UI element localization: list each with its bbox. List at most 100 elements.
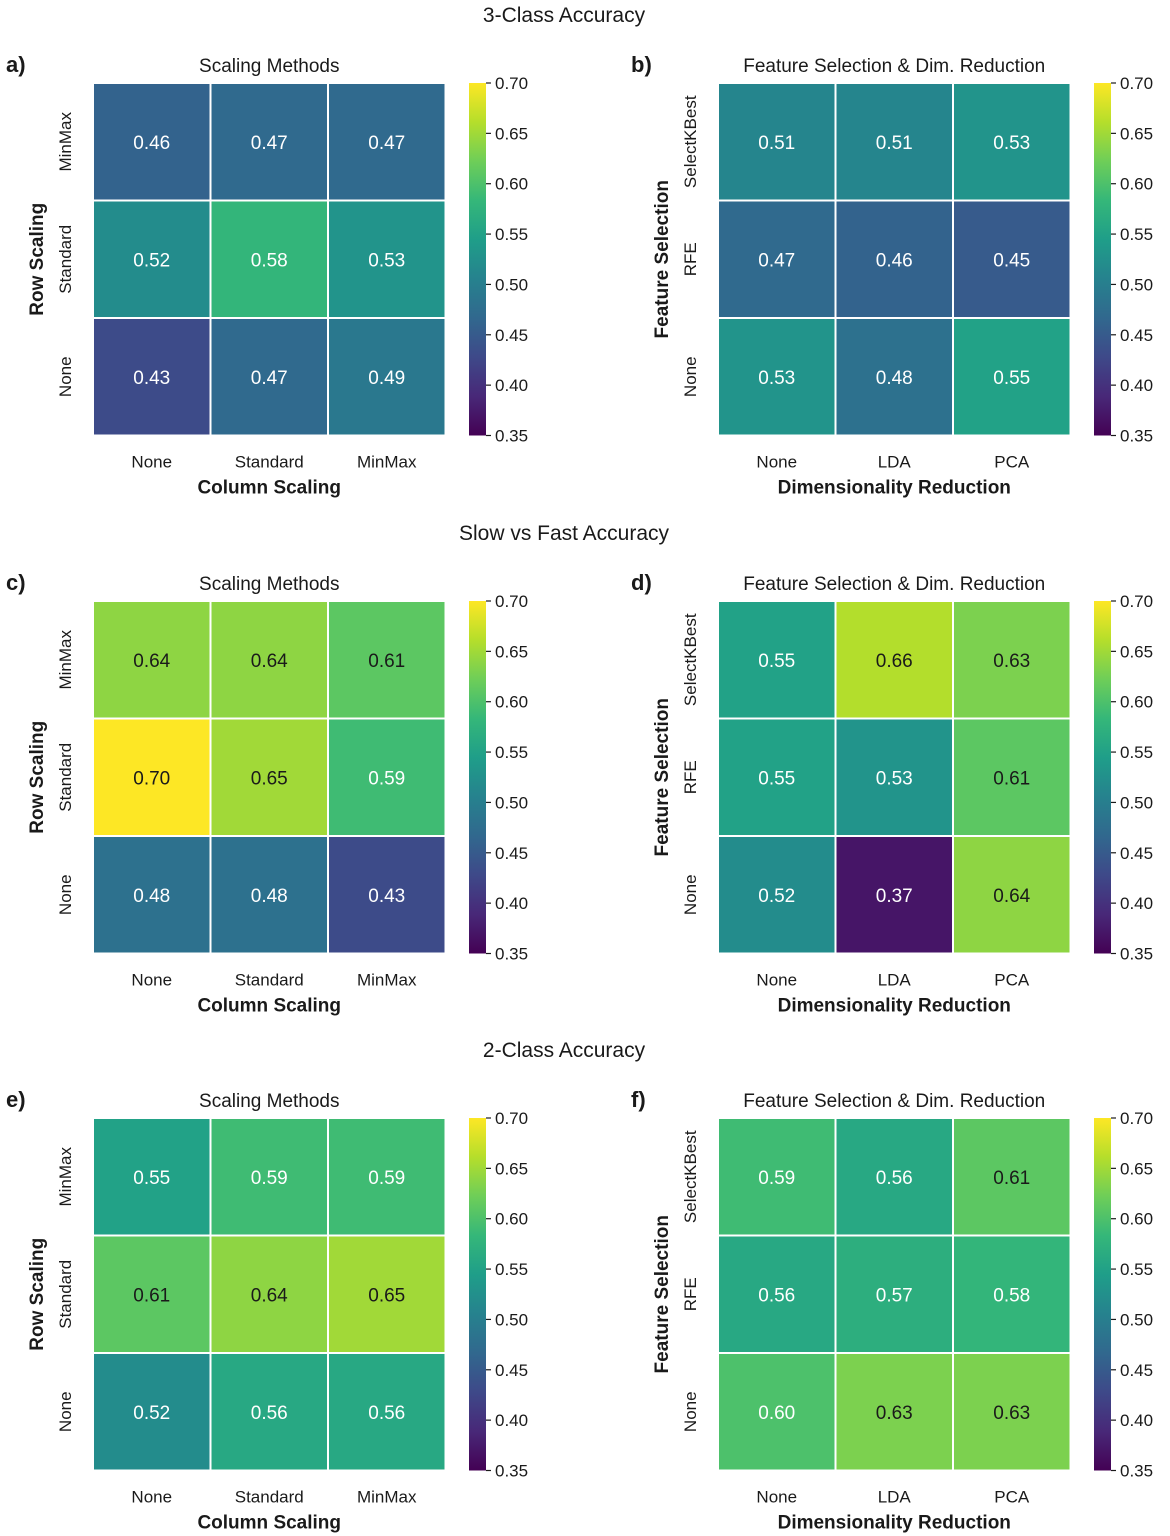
- colorbar-tick-label: 0.45: [495, 1361, 528, 1380]
- colorbar-tick-label: 0.35: [495, 1462, 528, 1481]
- y-axis-label: Row Scaling: [27, 1238, 48, 1351]
- heatmap-cell-r1-c0: [717, 1234, 837, 1354]
- cell-value-label: 0.47: [251, 368, 288, 389]
- cell-value-label: 0.63: [876, 1403, 913, 1424]
- heatmap-cell-r2-c0: [717, 317, 837, 437]
- y-tick-label: None: [681, 1391, 700, 1432]
- y-tick-label: RFE: [681, 1277, 700, 1311]
- cell-value-label: 0.61: [993, 768, 1030, 789]
- colorbar-tick-label: 0.40: [1120, 1411, 1153, 1430]
- heatmap-cell-r1-c2: [327, 199, 447, 319]
- heatmap-cell-r0-c1: [209, 600, 329, 720]
- y-tick-label: Standard: [56, 225, 75, 294]
- x-tick-label: PCA: [994, 971, 1030, 990]
- cell-value-label: 0.60: [758, 1403, 795, 1424]
- x-tick-label: LDA: [878, 1488, 912, 1507]
- colorbar-tick-label: 0.70: [1120, 74, 1153, 93]
- heatmap-cell-r0-c2: [327, 600, 447, 720]
- y-tick-label: SelectKBest: [681, 95, 700, 188]
- colorbar-tick-label: 0.55: [495, 225, 528, 244]
- heatmap-cell-r2-c1: [209, 1352, 329, 1472]
- cell-value-label: 0.59: [368, 768, 405, 789]
- heatmap-cell-r0-c1: [834, 1117, 954, 1237]
- colorbar-tick-label: 0.55: [495, 1260, 528, 1279]
- colorbar-tick-label: 0.35: [1120, 1462, 1153, 1481]
- heatmap-cell-r1-c0: [92, 717, 212, 837]
- colorbar-tick-label: 0.35: [495, 945, 528, 964]
- cell-value-label: 0.46: [876, 250, 913, 271]
- colorbar-tick-label: 0.35: [1120, 427, 1153, 446]
- x-tick-label: None: [756, 1488, 797, 1507]
- x-axis-label: Dimensionality Reduction: [778, 1513, 1011, 1534]
- heatmap-cell-r1-c2: [952, 199, 1072, 319]
- heatmap-cell-r1-c2: [327, 1234, 447, 1354]
- heatmap-cell-r1-c1: [209, 717, 329, 837]
- x-tick-label: Standard: [235, 453, 304, 472]
- cell-value-label: 0.53: [368, 250, 405, 271]
- x-axis-label: Column Scaling: [197, 1513, 341, 1534]
- y-tick-label: None: [681, 874, 700, 915]
- colorbar-tick-label: 0.65: [1120, 642, 1153, 661]
- colorbar-tick-label: 0.70: [1120, 1109, 1153, 1128]
- y-axis-label: Row Scaling: [27, 721, 48, 834]
- x-axis-label: Dimensionality Reduction: [778, 996, 1011, 1017]
- colorbar-tick-label: 0.55: [1120, 743, 1153, 762]
- cell-value-label: 0.48: [133, 886, 170, 907]
- heatmap-cell-r2-c2: [952, 1352, 1072, 1472]
- cell-value-label: 0.53: [758, 368, 795, 389]
- cell-value-label: 0.49: [368, 368, 405, 389]
- heatmap-cell-r2-c1: [834, 835, 954, 955]
- colorbar: [469, 1118, 486, 1471]
- panel-c: c) Scaling Methods 0.64 0.64 0.61 0.70 0.65 0.5…: [6, 570, 528, 1017]
- cell-value-label: 0.56: [368, 1403, 405, 1424]
- cell-value-label: 0.58: [993, 1285, 1030, 1306]
- colorbar-tick-label: 0.60: [495, 1210, 528, 1229]
- cell-value-label: 0.55: [758, 651, 795, 672]
- colorbar-tick-label: 0.60: [1120, 1210, 1153, 1229]
- colorbar-tick-label: 0.40: [1120, 894, 1153, 913]
- colorbar-tick-label: 0.65: [495, 1159, 528, 1178]
- heatmap-cell-r0-c1: [834, 82, 954, 202]
- panel-f: f) Feature Selection & Dim. Reduction 0.59…: [631, 1087, 1153, 1534]
- cell-value-label: 0.59: [758, 1168, 795, 1189]
- heatmap-cell-r1-c2: [952, 1234, 1072, 1354]
- cell-value-label: 0.45: [993, 250, 1030, 271]
- cell-value-label: 0.55: [993, 368, 1030, 389]
- cell-value-label: 0.43: [368, 886, 405, 907]
- cell-value-label: 0.64: [251, 1285, 288, 1306]
- x-tick-label: Standard: [235, 1488, 304, 1507]
- heatmap-cell-r2-c1: [834, 317, 954, 437]
- heatmap-title: Feature Selection & Dim. Reduction: [743, 1091, 1045, 1112]
- x-tick-label: LDA: [878, 971, 912, 990]
- heatmap-cell-r2-c1: [209, 835, 329, 955]
- cell-value-label: 0.64: [133, 651, 170, 672]
- section-title-slowfast: Slow vs Fast Accuracy: [459, 522, 670, 545]
- x-axis-label: Dimensionality Reduction: [778, 478, 1011, 499]
- cell-value-label: 0.46: [133, 133, 170, 154]
- colorbar-tick-label: 0.55: [1120, 225, 1153, 244]
- colorbar-tick-label: 0.60: [495, 693, 528, 712]
- colorbar-tick-label: 0.55: [1120, 1260, 1153, 1279]
- colorbar-tick-label: 0.65: [495, 124, 528, 143]
- heatmap-cell-r0-c2: [952, 600, 1072, 720]
- colorbar-tick-label: 0.65: [1120, 124, 1153, 143]
- colorbar-tick-label: 0.45: [495, 326, 528, 345]
- panel-b: b) Feature Selection & Dim. Reduction 0.51…: [631, 52, 1153, 499]
- x-tick-label: PCA: [994, 453, 1030, 472]
- cell-value-label: 0.53: [993, 133, 1030, 154]
- heatmap-cell-r2-c2: [327, 835, 447, 955]
- colorbar-tick-label: 0.65: [1120, 1159, 1153, 1178]
- cell-value-label: 0.55: [758, 768, 795, 789]
- y-tick-label: None: [56, 1391, 75, 1432]
- y-tick-label: Standard: [56, 1260, 75, 1329]
- colorbar-tick-label: 0.40: [1120, 376, 1153, 395]
- heatmap-cell-r0-c0: [92, 600, 212, 720]
- cell-value-label: 0.53: [876, 768, 913, 789]
- cell-value-label: 0.64: [993, 886, 1030, 907]
- colorbar-tick-label: 0.60: [495, 175, 528, 194]
- cell-value-label: 0.47: [368, 133, 405, 154]
- cell-value-label: 0.48: [251, 886, 288, 907]
- cell-value-label: 0.57: [876, 1285, 913, 1306]
- colorbar-tick-label: 0.65: [495, 642, 528, 661]
